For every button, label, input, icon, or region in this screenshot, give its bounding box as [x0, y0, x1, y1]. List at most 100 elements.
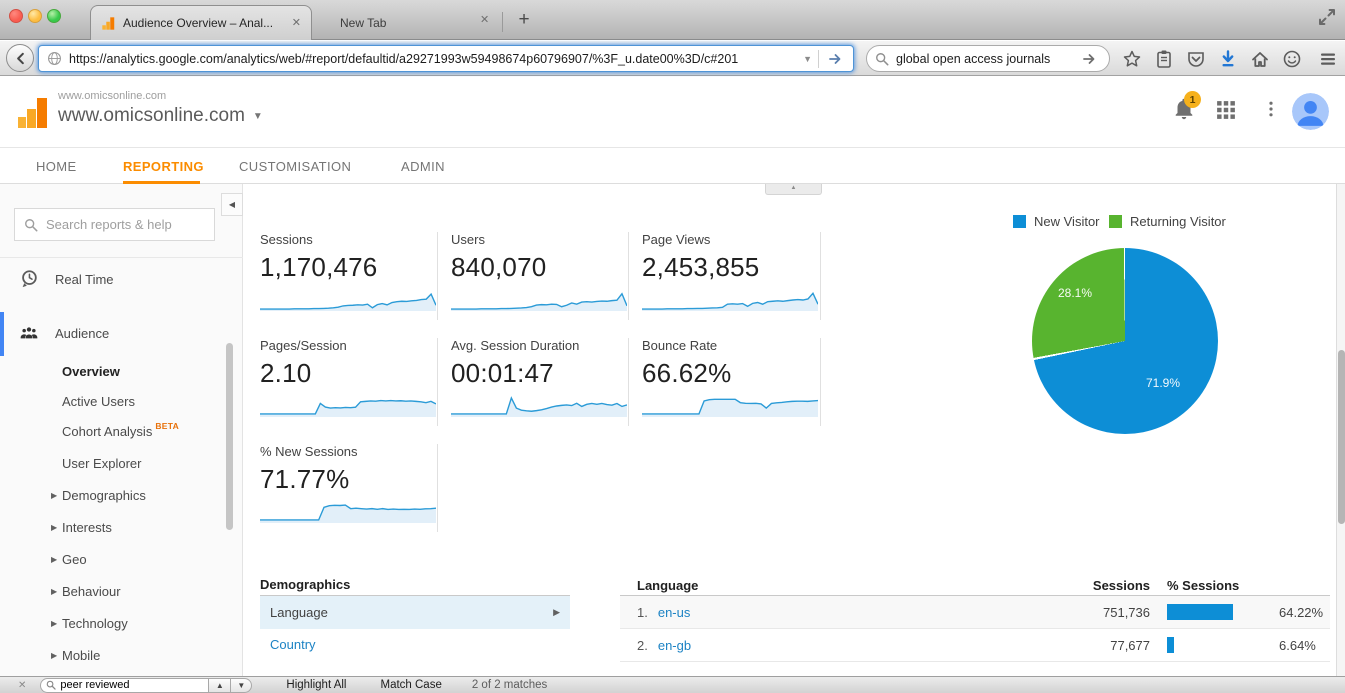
tab-close-icon[interactable]: ✕ — [480, 14, 490, 26]
find-previous-button[interactable]: ▲ — [208, 677, 231, 693]
bookmarks-clipboard-icon[interactable] — [1154, 49, 1174, 69]
pct-label: 6.64% — [1279, 637, 1316, 653]
tab-title: New Tab — [340, 15, 387, 30]
sidebar-item-cohort-analysis[interactable]: Cohort Analysis BETA — [0, 416, 242, 446]
pct-bar — [1167, 604, 1234, 620]
sessions-sparkline — [260, 286, 436, 311]
bounce-rate-sparkline — [642, 392, 818, 417]
notifications-button[interactable]: 1 — [1172, 91, 1202, 127]
metric-value: 71.77% — [260, 464, 350, 494]
analytics-favicon — [102, 16, 115, 30]
report-search-box[interactable] — [14, 208, 215, 241]
page-scrollbar-thumb[interactable] — [1338, 350, 1345, 524]
pocket-icon[interactable] — [1186, 49, 1206, 69]
chat-smiley-icon[interactable] — [1282, 49, 1302, 69]
sidebar-item-mobile[interactable]: ▶ Mobile — [0, 640, 242, 670]
card-separator — [820, 232, 821, 320]
pct-bar-area — [1167, 604, 1270, 620]
language-link-en-us[interactable]: en-us — [657, 604, 691, 620]
col-header-pct-sessions[interactable]: % Sessions — [1167, 577, 1240, 593]
demographics-title: Demographics — [260, 577, 351, 592]
menu-hamburger-icon[interactable] — [1318, 49, 1338, 69]
nav-reporting[interactable]: REPORTING — [123, 159, 204, 174]
sidebar-item-technology[interactable]: ▶ Technology — [0, 608, 242, 638]
match-case-button[interactable]: Match Case — [380, 679, 442, 691]
bookmark-star-icon[interactable] — [1122, 49, 1142, 69]
browser-search-bar[interactable] — [866, 45, 1110, 72]
nav-admin[interactable]: ADMIN — [401, 159, 445, 174]
sidebar-divider — [0, 257, 243, 258]
pages-session-sparkline — [260, 392, 436, 417]
property-selector[interactable]: www.omicsonline.com ▼ — [58, 105, 263, 127]
legend-new-visitor[interactable]: New Visitor — [1013, 214, 1100, 229]
kebab-menu-icon[interactable] — [1262, 100, 1280, 118]
tab-close-icon[interactable]: ✕ — [291, 16, 301, 29]
minimize-window-button[interactable] — [28, 9, 42, 23]
avatar[interactable] — [1292, 93, 1329, 130]
pie-slice-label-returning: 28.1% — [1058, 286, 1093, 300]
header-pull-tab[interactable]: ▲ — [765, 184, 822, 195]
sidebar-item-geo[interactable]: ▶ Geo — [0, 544, 242, 574]
pie-slice-label-new: 71.9% — [1146, 376, 1181, 390]
legend-label: New Visitor — [1034, 214, 1100, 229]
tab-audience-overview[interactable]: Audience Overview – Anal... ✕ — [90, 5, 312, 40]
highlight-all-button[interactable]: Highlight All — [286, 679, 347, 691]
fullscreen-icon[interactable] — [1317, 7, 1337, 27]
url-bar[interactable]: ▼ — [38, 45, 854, 72]
new-tab-button[interactable]: + — [518, 9, 530, 30]
go-arrow-icon[interactable] — [827, 51, 843, 67]
metric-value: 2.10 — [260, 358, 312, 388]
visitors-pie: 71.9% 28.1% — [1032, 248, 1218, 434]
sidebar-item-audience[interactable]: Audience — [0, 318, 242, 348]
sidebar-item-user-explorer[interactable]: User Explorer — [0, 448, 242, 478]
url-input[interactable] — [69, 51, 798, 66]
tab-new-tab[interactable]: New Tab — [340, 5, 386, 40]
col-header-sessions[interactable]: Sessions — [1092, 577, 1150, 593]
find-field[interactable] — [40, 677, 209, 693]
sidebar-item-label: Demographics — [62, 487, 146, 503]
download-icon[interactable] — [1218, 49, 1238, 69]
sidebar-item-label: Overview — [62, 363, 120, 379]
demographics-country-link[interactable]: Country — [270, 637, 316, 652]
users-sparkline — [451, 286, 627, 311]
find-close-icon[interactable]: ✕ — [18, 679, 27, 691]
apps-grid-icon[interactable] — [1216, 100, 1236, 120]
sidebar: Real Time Audience Overview Active Users… — [0, 184, 243, 676]
chevron-right-icon: ▶ — [553, 607, 560, 617]
nav-home[interactable]: HOME — [36, 159, 77, 174]
sidebar-item-real-time[interactable]: Real Time — [0, 264, 242, 294]
metric-label: Pages/Session — [260, 338, 347, 353]
page-views-sparkline — [642, 286, 818, 311]
sidebar-scrollbar-thumb[interactable] — [226, 343, 233, 530]
sidebar-item-active-users[interactable]: Active Users — [0, 386, 242, 416]
nav-active-underline — [123, 181, 200, 184]
sidebar-collapse-button[interactable]: ◀ — [221, 193, 243, 216]
home-icon[interactable] — [1250, 49, 1270, 69]
sidebar-item-overview[interactable]: Overview — [0, 356, 242, 386]
page-content: Real Time Audience Overview Active Users… — [0, 184, 1345, 676]
search-go-icon[interactable] — [1081, 51, 1097, 67]
table-row: 2. en-gb 77,677 6.64% — [620, 629, 1330, 662]
col-header-language[interactable]: Language — [637, 577, 699, 593]
demographics-language-row[interactable]: Language ▶ — [260, 596, 570, 629]
report-search-input[interactable] — [46, 217, 205, 232]
url-dropdown-icon[interactable]: ▼ — [803, 53, 812, 64]
nav-customisation[interactable]: CUSTOMISATION — [239, 159, 352, 174]
language-link-en-gb[interactable]: en-gb — [657, 637, 692, 653]
sidebar-item-demographics[interactable]: ▶ Demographics — [0, 480, 242, 510]
card-separator — [820, 338, 821, 426]
browser-search-input[interactable] — [896, 51, 1073, 66]
find-input[interactable] — [60, 679, 204, 691]
legend-returning-visitor[interactable]: Returning Visitor — [1109, 214, 1226, 229]
sidebar-item-behaviour[interactable]: ▶ Behaviour — [0, 576, 242, 606]
back-button[interactable] — [6, 44, 34, 72]
page-scrollbar[interactable] — [1336, 184, 1345, 676]
sidebar-item-label: Real Time — [55, 271, 114, 287]
avatar-person-icon — [1292, 93, 1329, 130]
beta-badge: BETA — [155, 421, 180, 431]
zoom-window-button[interactable] — [47, 9, 61, 23]
sidebar-item-interests[interactable]: ▶ Interests — [0, 512, 242, 542]
close-window-button[interactable] — [9, 9, 23, 23]
site-identity-icon[interactable] — [47, 51, 62, 66]
find-next-button[interactable]: ▼ — [230, 677, 253, 693]
